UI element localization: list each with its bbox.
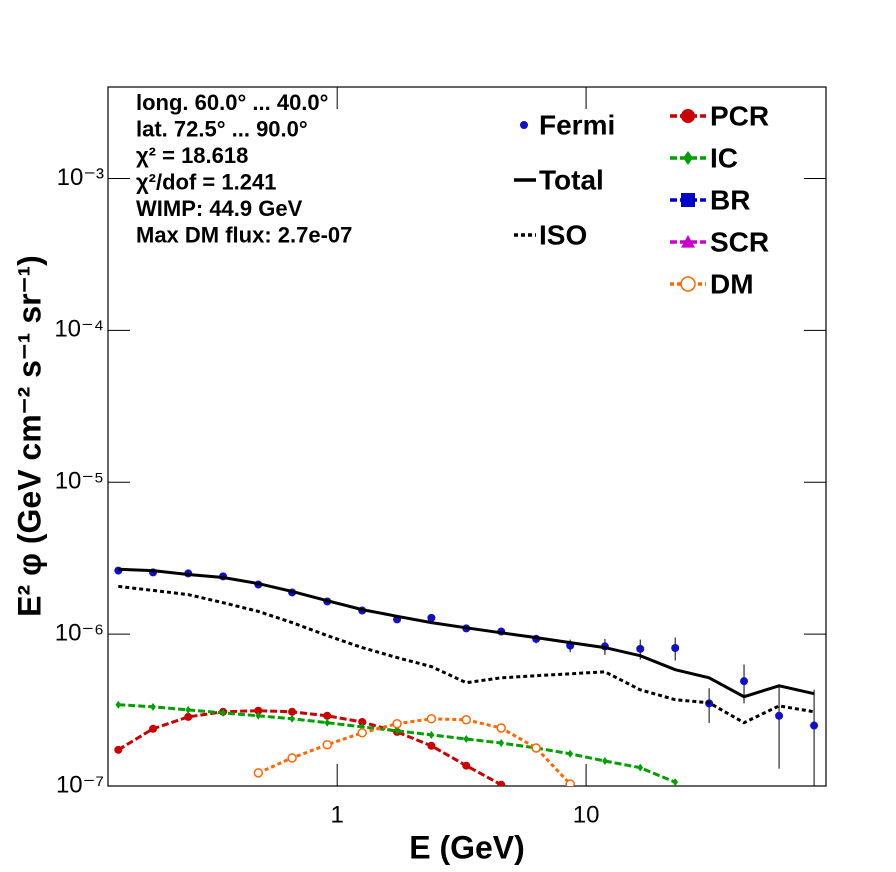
annotation: lat. 72.5° ... 90.0° [136,116,308,141]
data-point [254,706,263,715]
data-point [394,726,400,735]
data-point [114,745,123,754]
data-point [567,749,573,758]
data-point [531,743,541,753]
legend-label: Fermi [539,109,615,140]
data-point [289,714,295,723]
legend-marker [681,193,695,207]
y-axis-label: E² φ (GeV cm⁻² s⁻¹ sr⁻¹) [11,255,47,617]
legend-marker [683,151,693,165]
series-line [117,709,502,786]
data-point [775,711,784,720]
data-point [461,715,472,725]
data-point [428,730,435,739]
data-point [427,613,436,622]
data-point [498,738,505,747]
series-line [118,584,815,725]
annotation: WIMP: 44.9 GeV [136,196,303,221]
legend-marker [680,276,696,292]
data-point [322,739,332,750]
data-point [636,644,645,653]
y-tick-label: 10⁻⁴ [54,316,104,343]
plot-area [114,566,819,786]
data-point [357,728,367,738]
x-axis-label: E (GeV) [409,829,525,865]
data-point [392,718,402,729]
data-point [672,778,678,786]
data-point [426,714,437,724]
series-line [257,717,572,786]
y-tick-label: 10⁻³ [57,164,104,191]
data-point [671,644,680,653]
data-point [149,724,158,733]
legend-marker [520,121,528,129]
data-point [496,723,506,733]
data-point [253,768,264,778]
data-point [602,757,608,766]
x-tick-label: 1 [331,801,344,828]
data-point [185,705,192,714]
data-point [463,734,470,743]
y-tick-label: 10⁻⁶ [55,619,104,646]
annotation: Max DM flux: 2.7e-07 [136,222,352,247]
legend-label: DM [710,268,754,299]
data-point [220,708,226,717]
data-point [255,711,262,720]
plot-frame [107,86,827,787]
annotation: χ² = 18.618 [136,143,248,168]
data-point [150,702,156,711]
legend-label: IC [710,142,738,173]
data-point [324,718,331,727]
data-point [358,717,367,726]
data-point [323,711,332,720]
annotation: χ²/dof = 1.241 [136,169,276,194]
data-point [565,779,575,786]
data-point [497,780,506,786]
y-tick-label: 10⁻⁵ [55,468,104,495]
data-point [462,761,471,770]
data-point [427,741,436,750]
data-point [637,763,644,772]
legend-label: ISO [539,219,587,250]
data-point [115,700,122,709]
data-point [810,721,819,730]
legend-label: Total [539,164,604,195]
y-tick-label: 10⁻⁷ [56,771,104,798]
annotation: long. 60.0° ... 40.0° [136,90,328,115]
data-point [184,712,193,721]
legend-marker [681,109,695,123]
legend-label: SCR [710,226,769,257]
data-point [288,707,297,716]
legend-marker [681,235,695,248]
series-line [118,567,815,699]
data-point [287,753,297,763]
data-point [740,677,749,686]
x-tick-label: 10 [573,801,600,828]
legend-label: PCR [710,100,769,131]
legend-label: BR [710,184,750,215]
